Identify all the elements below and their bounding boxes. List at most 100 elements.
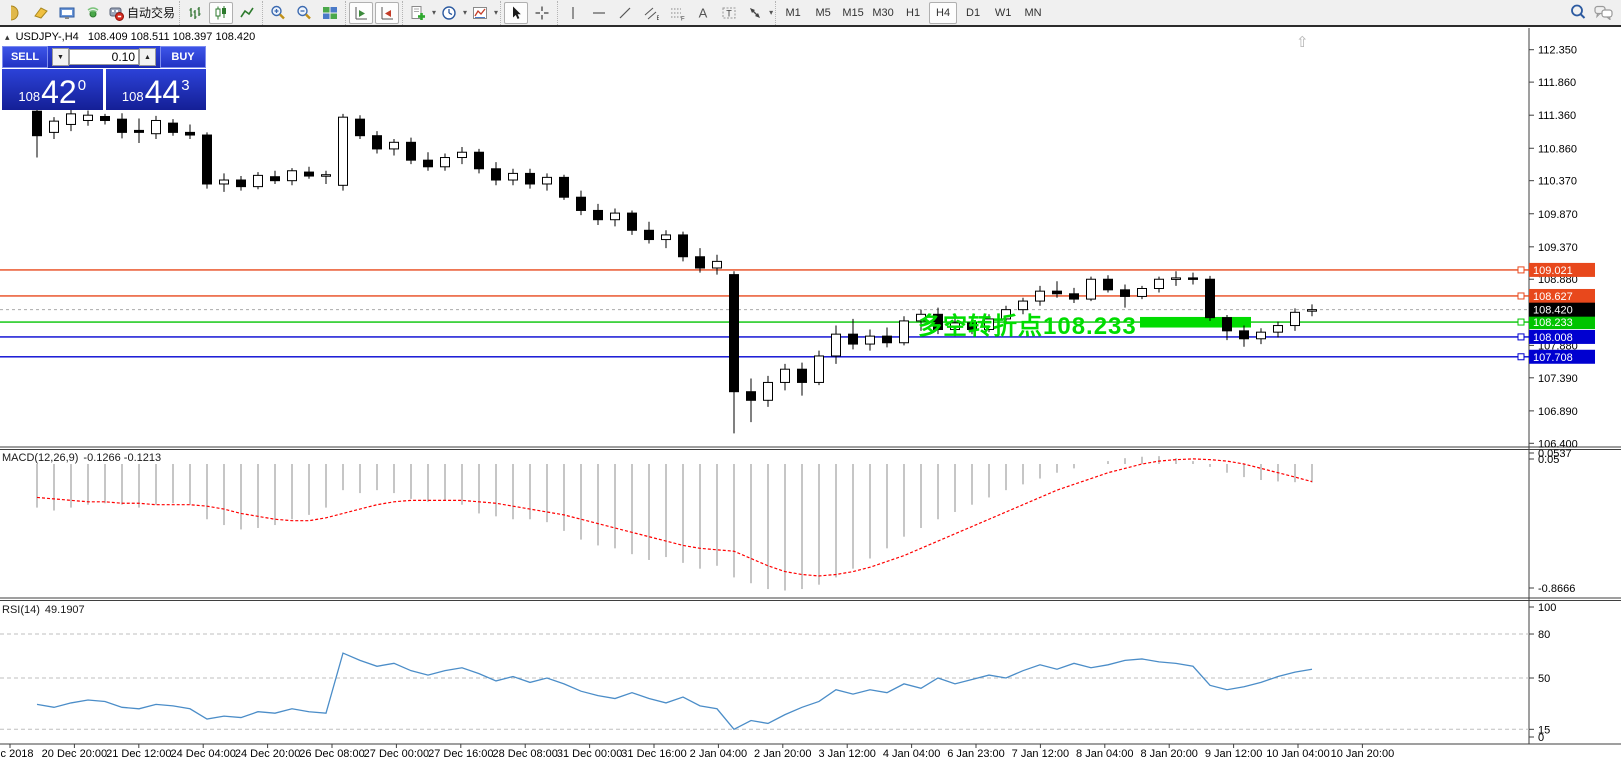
candle-body xyxy=(882,335,892,344)
text-button[interactable]: A xyxy=(691,2,715,24)
crosshair-icon xyxy=(534,5,550,21)
periods-icon xyxy=(441,5,457,21)
toolbar-group-3 xyxy=(345,0,402,25)
candle-body xyxy=(763,381,773,401)
hline-marker[interactable] xyxy=(1517,353,1525,361)
price-tick-label: 111.860 xyxy=(1538,77,1576,89)
candle-body xyxy=(1086,278,1096,300)
time-label: 10 Jan 04:00 xyxy=(1266,748,1330,760)
timeframe-M5-button[interactable]: M5 xyxy=(809,2,837,24)
crosshair-button[interactable] xyxy=(530,2,554,24)
periods-button[interactable] xyxy=(437,2,461,24)
timeframe-H4-button[interactable]: H4 xyxy=(929,1,958,24)
rsi-axis-label: 0 xyxy=(1538,732,1544,744)
sell-price-display[interactable]: 108 42 0 xyxy=(2,69,103,110)
chart-shift-button[interactable] xyxy=(375,1,400,24)
bar-chart-button[interactable] xyxy=(183,2,207,24)
time-label: 20 Dec 20:00 xyxy=(42,748,107,760)
chevron-down-icon[interactable]: ▾ xyxy=(769,8,774,17)
candle-body xyxy=(644,229,654,241)
tile-windows-button[interactable] xyxy=(318,2,342,24)
timeframe-H1-button[interactable]: H1 xyxy=(899,2,927,24)
time-label: 27 Dec 00:00 xyxy=(364,748,429,760)
chevron-down-icon[interactable]: ▾ xyxy=(494,8,499,17)
search-button[interactable] xyxy=(1566,1,1590,23)
volume-decrease-button[interactable]: ▼ xyxy=(52,48,69,66)
horizontal-line-button[interactable] xyxy=(587,2,611,24)
timeframe-W1-button[interactable]: W1 xyxy=(989,2,1017,24)
candle-body xyxy=(1290,311,1300,327)
timeframe-label: W1 xyxy=(994,6,1012,19)
timeframe-label: M15 xyxy=(842,6,864,19)
market-watch-button[interactable] xyxy=(55,2,79,24)
label-button[interactable]: T xyxy=(717,2,741,24)
sell-button[interactable]: SELL xyxy=(2,46,48,68)
chevron-down-icon[interactable]: ▾ xyxy=(463,8,468,17)
timeframe-MN-button[interactable]: MN xyxy=(1019,2,1047,24)
candlestick-chart-button[interactable] xyxy=(209,1,234,24)
timeframe-label: M1 xyxy=(785,6,801,19)
timeframe-label: D1 xyxy=(966,6,981,19)
hline-marker[interactable] xyxy=(1517,318,1525,326)
hline-marker[interactable] xyxy=(1517,333,1525,341)
candle-body xyxy=(593,209,603,221)
signals-button[interactable] xyxy=(81,2,105,24)
volume-input[interactable] xyxy=(69,49,139,65)
sell-price-pip: 0 xyxy=(77,77,87,94)
time-label: 8 Jan 04:00 xyxy=(1076,748,1134,760)
autotrading-button[interactable]: 自动交易 xyxy=(107,2,176,24)
line-chart-button[interactable] xyxy=(235,2,259,24)
candle-body xyxy=(151,119,161,135)
timeframe-label: H1 xyxy=(906,6,921,19)
autotrading-label: 自动交易 xyxy=(127,6,176,20)
trendline-button[interactable] xyxy=(613,2,637,24)
cursor-icon xyxy=(508,5,524,21)
hline-marker[interactable] xyxy=(1517,266,1525,274)
candle-body xyxy=(338,116,348,186)
timeframe-M15-button[interactable]: M15 xyxy=(839,2,867,24)
candle-body xyxy=(440,157,450,168)
indicators-button[interactable] xyxy=(406,2,430,24)
candle-body xyxy=(1222,317,1232,332)
highlight-rectangle[interactable] xyxy=(1140,316,1251,328)
candle-body xyxy=(576,196,586,211)
cursor-button[interactable] xyxy=(504,1,529,24)
hline-price-label: 109.021 xyxy=(1533,265,1573,277)
zoom-in-button[interactable] xyxy=(266,2,290,24)
time-label: 7 Jan 12:00 xyxy=(1012,748,1070,760)
hline-marker[interactable] xyxy=(1517,292,1525,300)
chat-button[interactable] xyxy=(1592,1,1616,23)
timeframe-D1-button[interactable]: D1 xyxy=(959,2,987,24)
equidistant-channel-button[interactable]: E xyxy=(639,2,663,24)
auto-scroll-button[interactable] xyxy=(349,1,374,24)
candle-body xyxy=(423,159,433,168)
chart-text-annotation[interactable]: 多空转折点108.233 xyxy=(918,313,1137,340)
toolbar-group-4: ▾ ▾ ▾ xyxy=(402,0,500,25)
candle-body xyxy=(678,234,688,258)
buy-price-display[interactable]: 108 44 3 xyxy=(105,69,206,110)
chart-title: ▴ USDJPY-,H4 108.409 108.511 108.397 108… xyxy=(5,31,255,43)
sell-price-big: 42 xyxy=(41,74,77,110)
clipped-button[interactable] xyxy=(3,2,27,24)
chevron-down-icon[interactable]: ▾ xyxy=(432,8,437,17)
new-order-button[interactable] xyxy=(29,2,53,24)
timeframe-M30-button[interactable]: M30 xyxy=(869,2,897,24)
candle-body xyxy=(491,168,501,181)
arrows-button[interactable] xyxy=(743,2,767,24)
time-label: 31 Dec 16:00 xyxy=(621,748,686,760)
buy-button[interactable]: BUY xyxy=(160,46,206,68)
timeframe-M1-button[interactable]: M1 xyxy=(779,2,807,24)
macd-indicator-label: MACD(12,26,9) -0.1266 -0.1213 xyxy=(2,452,161,464)
zoom-out-button[interactable] xyxy=(292,2,316,24)
vertical-line-button[interactable] xyxy=(561,2,585,24)
volume-increase-button[interactable]: ▲ xyxy=(139,48,156,66)
fibonacci-button[interactable]: F xyxy=(665,2,689,24)
candle-body xyxy=(899,320,909,344)
templates-button[interactable] xyxy=(468,2,492,24)
candle-body xyxy=(100,116,110,121)
price-tick-label: 112.350 xyxy=(1538,45,1577,57)
svg-text:E: E xyxy=(657,16,660,21)
hline-price-label-box xyxy=(1529,349,1595,364)
candle-body xyxy=(202,134,212,185)
